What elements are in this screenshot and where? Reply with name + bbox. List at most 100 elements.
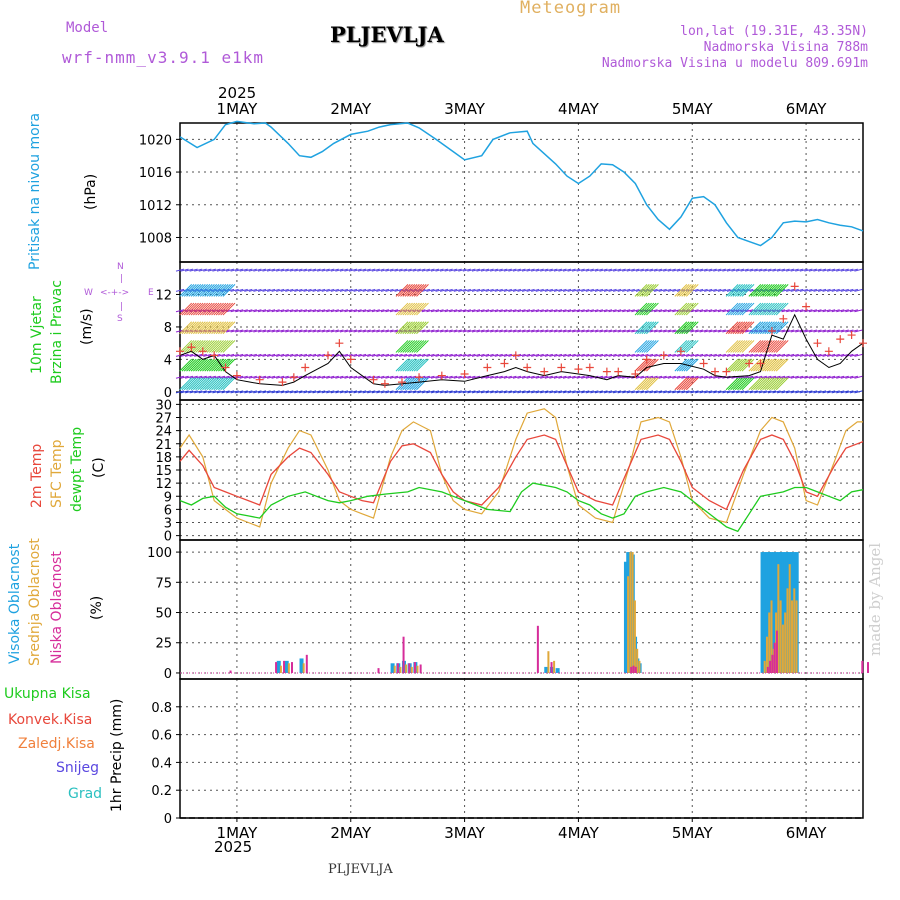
wind-barb [490,353,499,357]
x-tick-label-bottom: 6MAY [786,824,828,842]
wind-barb [266,268,276,272]
wind-arrow [188,377,202,391]
wind-barb [790,390,799,394]
wind-barb [444,390,453,394]
wind-barb [344,288,353,292]
wind-barb [253,268,262,272]
wind-arrow [750,321,764,335]
wind-barb [690,309,699,313]
cloud-bar [302,663,305,673]
wind-barb [462,309,471,313]
wind-arrow [725,340,739,353]
wind-barb [640,375,649,379]
wind-barb [326,268,335,272]
wind-barb [453,353,462,357]
y-tick-label: 0.6 [151,729,172,744]
wind-arrow [674,284,688,297]
gust-marker [176,347,184,356]
wind-barb [685,390,695,394]
wind-barb [603,353,613,357]
wind-barb [694,288,704,292]
wind-barb [371,309,380,313]
gust-marker [836,335,845,344]
wind-barb [672,309,681,313]
wind-barb [822,309,831,313]
wind-barb [385,375,394,379]
wind-arrow [643,302,657,316]
wind-arrow [646,302,659,316]
wind-barb [280,268,289,272]
wind-arrow [195,321,208,335]
wind-arrow [402,321,416,335]
gust-marker [699,359,708,368]
wind-barb [840,353,849,357]
cloud-bar [536,625,539,673]
wind-barb [376,329,385,333]
wind-barb [303,390,312,394]
wind-arrow [218,302,231,316]
wind-barb [494,390,503,394]
wind-barb [417,390,426,394]
wind-arrow [407,358,420,372]
y-tick-label: 1020 [139,133,172,148]
precip-panel-frame [179,678,864,819]
gust-marker [369,375,378,384]
wind-barb [658,288,667,292]
gust-marker [756,359,765,368]
wind-barb [358,329,367,333]
wind-arrow [728,284,741,297]
cloud-bar [413,662,416,673]
y-tick-label: 15 [155,464,172,479]
wind-barb [385,309,394,313]
wind-barb [558,288,567,292]
wind-barb [398,375,408,379]
wind-barb [676,390,685,394]
gust-marker [824,347,833,356]
x-tick-label-top: 2MAY [330,100,372,118]
wind-arrow [773,358,787,372]
wind-barb [658,390,667,394]
wind-barb [385,268,394,272]
wind-barb [704,329,713,333]
wind-barb [175,309,185,313]
wind-barb [799,268,808,272]
wind-barb [449,268,458,272]
wind-barb [617,288,626,292]
model-name: wrf-nmm_v3.9.1 e1km [62,48,265,67]
wind-barb [840,329,849,333]
gust-marker [790,282,799,291]
wind-barb [421,353,431,357]
precip-legend-freezing: Zaledj.Kisa [18,736,95,752]
cloud-bar [770,600,773,673]
wind-barb [576,353,585,357]
wind-barb [317,329,326,333]
wind-barb [849,375,859,379]
wind-barb [398,390,408,394]
wind-barb [558,268,567,272]
wind-barb [444,375,453,379]
wind-barb [831,329,840,333]
wind-arrow [395,340,409,353]
wind-arrow [764,321,778,335]
wind-barb [667,288,676,292]
wind-arrow [683,302,697,316]
wind-barb [763,288,772,292]
x-tick-label-bottom: 5MAY [672,824,714,842]
wind-arrow [199,358,213,372]
wind-barb [376,353,385,357]
wind-barb [731,390,740,394]
wind-barb [257,288,267,292]
wind-barb [362,268,371,272]
wind-arrow [204,321,218,335]
cloud-bar [784,612,787,673]
wind-barb [699,268,708,272]
wind-arrow [186,302,199,316]
wind-barb [745,288,754,292]
wind-barb [553,353,563,357]
wind-barb [235,309,244,313]
wind-barb [303,353,312,357]
wind-barb [717,329,726,333]
wind-arrow [192,340,206,353]
wind-arrow [737,358,750,372]
